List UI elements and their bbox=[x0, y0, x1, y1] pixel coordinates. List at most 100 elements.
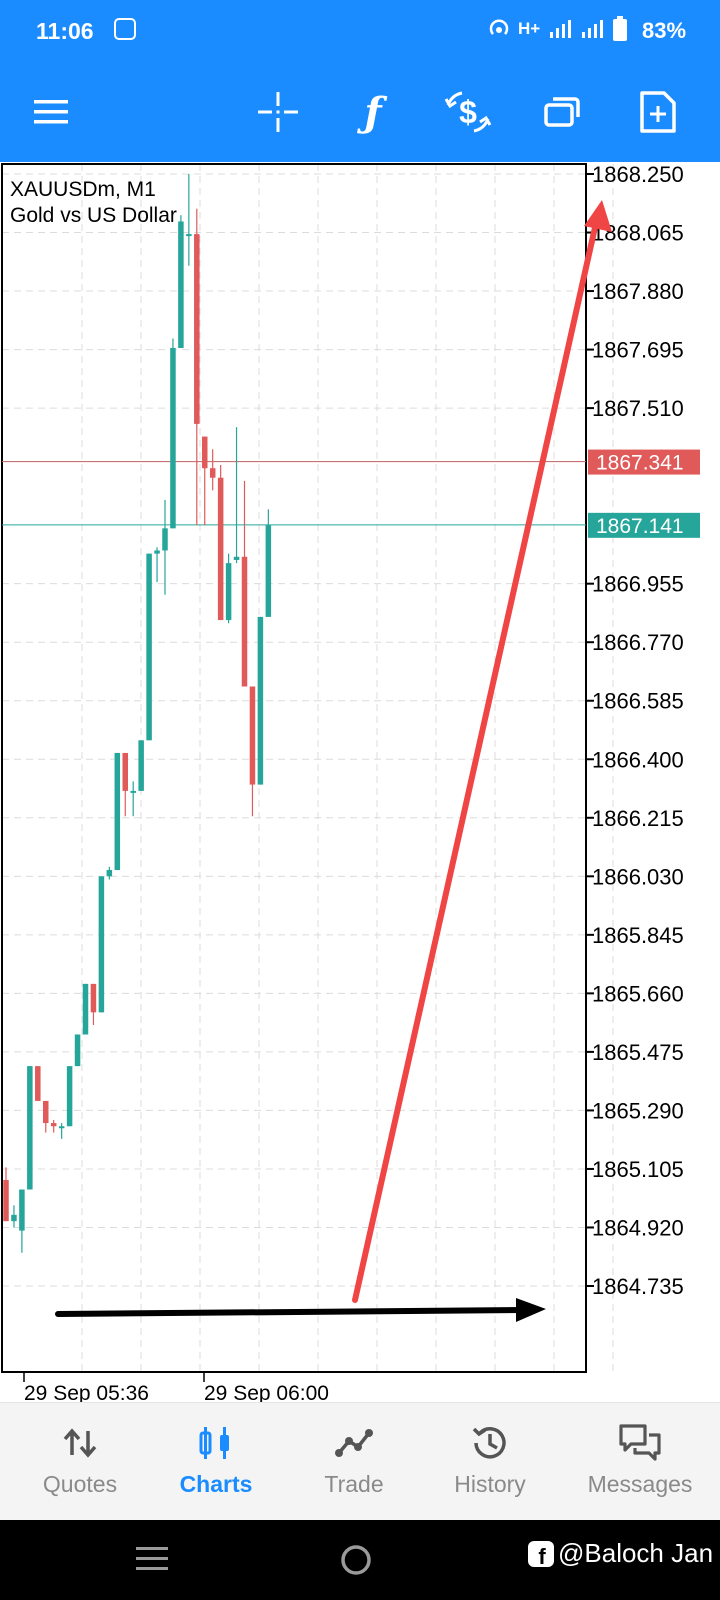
crosshair-button[interactable] bbox=[250, 84, 306, 140]
candle-body bbox=[43, 1100, 49, 1124]
system-navigation-bar bbox=[0, 1520, 720, 1600]
battery-icon bbox=[613, 16, 628, 41]
candle-body bbox=[3, 1180, 9, 1222]
annotation-black-arrowhead bbox=[516, 1298, 546, 1322]
notification-icon bbox=[114, 18, 136, 40]
candle-body bbox=[82, 983, 89, 1035]
history-icon bbox=[472, 1427, 506, 1459]
quotes-icon bbox=[63, 1428, 97, 1458]
svg-text:$: $ bbox=[459, 94, 477, 130]
nav-messages[interactable]: Messages bbox=[568, 1403, 712, 1521]
price-tick-label: 1865.105 bbox=[592, 1157, 684, 1182]
bid-price-label: 1867.141 bbox=[596, 515, 684, 538]
status-bar: 11:06 H+ 83% bbox=[0, 0, 720, 62]
price-tick-label: 1868.250 bbox=[592, 162, 684, 187]
network-type: H+ bbox=[518, 19, 541, 38]
messages-icon bbox=[619, 1424, 661, 1461]
nav-charts-label: Charts bbox=[179, 1471, 253, 1497]
windows-button[interactable] bbox=[535, 84, 591, 140]
candle-body bbox=[11, 1214, 17, 1222]
candle-body bbox=[225, 563, 232, 621]
annotation-red-arrowhead bbox=[584, 200, 612, 232]
candle-body bbox=[194, 234, 200, 424]
chart-symbol-label: XAUUSDm, M1 bbox=[10, 178, 156, 201]
candle-body bbox=[35, 1066, 41, 1101]
candle-body bbox=[249, 686, 256, 785]
svg-text:f: f bbox=[538, 1544, 546, 1567]
watermark: f @Baloch Jan bbox=[528, 1538, 713, 1569]
chart-area[interactable]: 1868.250 1868.065 1867.880 1867.695 1867.510… bbox=[0, 162, 720, 1405]
new-chart-button[interactable] bbox=[630, 84, 686, 140]
windows-icon bbox=[544, 97, 580, 127]
bid-price-badge bbox=[588, 512, 700, 538]
home-icon[interactable] bbox=[338, 1542, 374, 1578]
price-tick-label: 1867.880 bbox=[592, 279, 684, 304]
candle-body bbox=[146, 553, 152, 741]
facebook-icon: f bbox=[528, 1540, 554, 1567]
nav-quotes-label: Quotes bbox=[42, 1471, 118, 1497]
nav-charts[interactable]: Charts bbox=[144, 1403, 288, 1521]
candle-body bbox=[130, 790, 136, 793]
candle-body bbox=[66, 1066, 73, 1127]
bottom-navigation: Quotes Charts Trade History Messages bbox=[0, 1402, 720, 1521]
price-tick-label: 1865.845 bbox=[592, 923, 684, 948]
trade-button[interactable]: $ bbox=[440, 84, 496, 140]
crosshair-icon bbox=[258, 92, 298, 132]
candle-body bbox=[162, 528, 168, 551]
candle-body bbox=[19, 1189, 25, 1231]
signal-icon bbox=[550, 20, 572, 38]
nav-quotes[interactable]: Quotes bbox=[8, 1403, 152, 1521]
price-tick-label: 1867.695 bbox=[592, 338, 684, 363]
battery-percent: 83% bbox=[642, 18, 687, 43]
price-tick-label: 1864.735 bbox=[592, 1274, 684, 1299]
charts-icon bbox=[199, 1427, 229, 1459]
candle-body bbox=[178, 221, 184, 348]
price-tick-label: 1865.290 bbox=[592, 1098, 684, 1123]
candle-body bbox=[170, 347, 176, 529]
price-tick-label: 1865.475 bbox=[592, 1040, 684, 1065]
candle-body bbox=[265, 525, 272, 617]
candle-body bbox=[138, 740, 144, 791]
annotation-red-arrow-line bbox=[352, 211, 601, 1303]
chart-description-label: Gold vs US Dollar bbox=[10, 204, 177, 227]
price-tick-label: 1864.920 bbox=[592, 1215, 684, 1240]
candle-body bbox=[186, 234, 192, 237]
price-tick-label: 1866.400 bbox=[592, 747, 684, 772]
candle-body bbox=[90, 983, 97, 1013]
menu-icon bbox=[34, 100, 68, 124]
price-tick-label: 1866.770 bbox=[592, 630, 684, 655]
nav-messages-label: Messages bbox=[587, 1471, 693, 1497]
indicators-button[interactable]: ƒ bbox=[345, 84, 401, 140]
ask-price-label: 1867.341 bbox=[596, 452, 684, 475]
annotation-black-arrow-line bbox=[55, 1307, 527, 1317]
nav-history-label: History bbox=[454, 1471, 526, 1497]
price-tick-label: 1866.215 bbox=[592, 806, 684, 831]
watermark-text: @Baloch Jan bbox=[558, 1538, 714, 1568]
candle-body bbox=[98, 876, 105, 1013]
price-chart[interactable]: 1868.2501868.0651867.8801867.6951867.510… bbox=[0, 162, 720, 1405]
ask-price-badge bbox=[588, 449, 700, 475]
chart-toolbar: ƒ $ bbox=[0, 62, 720, 162]
price-tick-label: 1867.510 bbox=[592, 396, 684, 421]
nav-trade-label: Trade bbox=[324, 1471, 384, 1497]
price-tick-label: 1866.585 bbox=[592, 689, 684, 714]
price-tick-label: 1866.955 bbox=[592, 572, 684, 597]
time-tick-label: 29 Sep 06:00 bbox=[204, 1382, 329, 1402]
candle-body bbox=[241, 556, 248, 687]
candle-body bbox=[233, 556, 240, 560]
candle-body bbox=[74, 1034, 81, 1067]
candle-body bbox=[202, 436, 208, 469]
nav-history[interactable]: History bbox=[418, 1403, 562, 1521]
candle-body bbox=[209, 468, 216, 478]
candle-body bbox=[106, 869, 113, 877]
signal-icon-2 bbox=[582, 20, 604, 38]
nav-trade[interactable]: Trade bbox=[282, 1403, 426, 1521]
recents-icon[interactable] bbox=[134, 1544, 174, 1574]
candle-body bbox=[58, 1126, 65, 1129]
trade-icon bbox=[335, 1429, 373, 1457]
menu-button[interactable] bbox=[24, 84, 80, 140]
signal-indicators: H+ bbox=[488, 16, 628, 42]
price-tick-label: 1865.660 bbox=[592, 981, 684, 1006]
new-chart-icon bbox=[640, 91, 676, 133]
chart-frame bbox=[1, 163, 587, 1373]
